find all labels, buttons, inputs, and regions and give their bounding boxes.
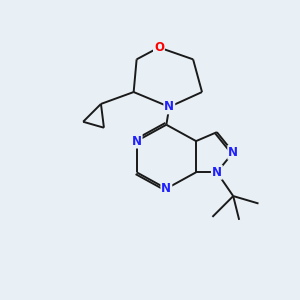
Text: N: N — [164, 100, 174, 113]
Text: N: N — [212, 166, 222, 179]
Text: N: N — [132, 135, 142, 148]
Text: N: N — [161, 182, 171, 195]
Text: O: O — [154, 41, 164, 54]
Text: N: N — [228, 146, 238, 159]
